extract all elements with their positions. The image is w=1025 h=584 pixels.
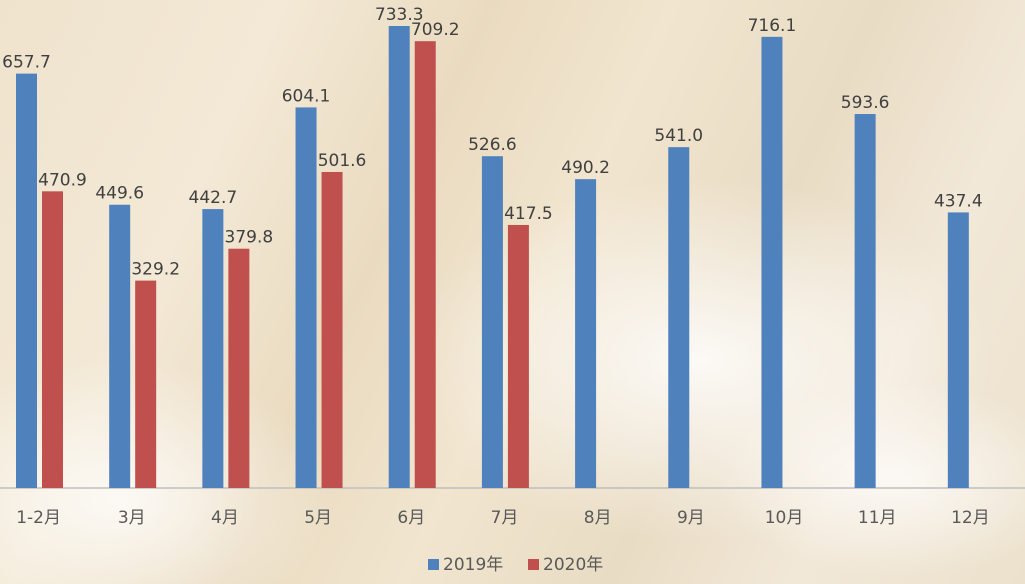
bar-2020-5 <box>507 224 529 488</box>
legend-label-0: 2019年 <box>443 555 503 575</box>
x-tick-label-8: 10月 <box>765 508 804 528</box>
x-tick-label-3: 5月 <box>304 508 332 528</box>
bar-2019-10 <box>947 212 969 488</box>
data-label-2019-0: 657.7 <box>2 53 51 73</box>
bar-2019-6 <box>575 179 597 488</box>
data-label-2020-5: 417.5 <box>504 204 553 224</box>
x-tick-label-9: 11月 <box>858 508 897 528</box>
x-tick-label-10: 12月 <box>951 508 990 528</box>
bar-2020-4 <box>414 41 436 489</box>
legend-label-1: 2020年 <box>543 555 603 575</box>
x-tick-label-6: 8月 <box>584 508 612 528</box>
data-label-2019-4: 733.3 <box>375 5 424 25</box>
x-tick-label-7: 9月 <box>677 508 705 528</box>
bar-2019-1 <box>109 204 131 488</box>
data-label-2020-4: 709.2 <box>411 20 460 40</box>
data-label-2019-1: 449.6 <box>95 184 144 204</box>
data-label-2020-0: 470.9 <box>38 170 87 190</box>
data-label-2019-6: 490.2 <box>561 158 610 178</box>
bar-2020-3 <box>321 171 343 488</box>
data-label-2019-5: 526.6 <box>468 135 517 155</box>
legend-swatch-1 <box>528 559 539 570</box>
data-label-2020-3: 501.6 <box>318 151 367 171</box>
bar-2019-2 <box>202 209 224 489</box>
data-label-2019-2: 442.7 <box>189 188 238 208</box>
x-tick-label-4: 6月 <box>397 508 425 528</box>
x-tick-label-0: 1-2月 <box>16 508 61 528</box>
x-tick-label-5: 7月 <box>491 508 519 528</box>
x-tick-label-2: 4月 <box>211 508 239 528</box>
data-label-2019-10: 437.4 <box>934 191 983 211</box>
bar-2019-8 <box>761 36 783 489</box>
x-tick-label-1: 3月 <box>118 508 146 528</box>
bar-2019-7 <box>668 147 690 488</box>
bar-2019-4 <box>388 26 410 488</box>
legend-swatch-0 <box>428 559 439 570</box>
data-label-2019-8: 716.1 <box>748 16 797 36</box>
bar-2020-2 <box>228 248 250 488</box>
data-label-2020-2: 379.8 <box>225 228 274 248</box>
bar-2019-3 <box>295 107 317 489</box>
data-label-2019-3: 604.1 <box>282 86 331 106</box>
bar-2019-5 <box>481 156 503 488</box>
data-label-2019-7: 541.0 <box>654 126 703 146</box>
bar-2019-0 <box>16 73 37 489</box>
bar-2019-9 <box>854 114 876 488</box>
data-label-2020-1: 329.2 <box>131 260 180 280</box>
bar-2020-0 <box>42 191 63 488</box>
bar-2020-1 <box>135 280 157 488</box>
data-label-2019-9: 593.6 <box>841 93 890 113</box>
